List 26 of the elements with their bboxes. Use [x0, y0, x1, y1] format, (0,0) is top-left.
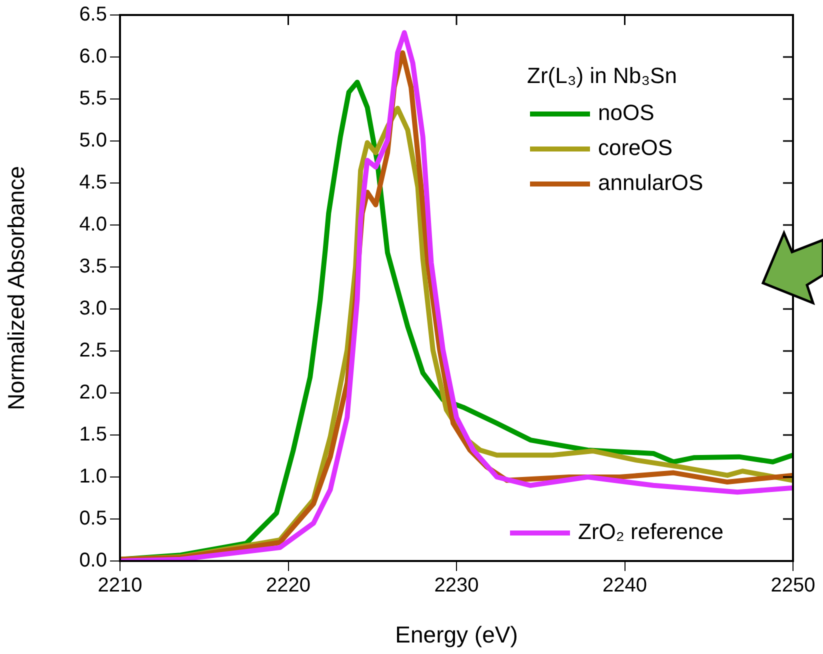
legend-label: coreOS: [598, 135, 673, 160]
legend-title: Zr(L₃) in Nb₃Sn: [527, 63, 677, 88]
y-tick-label: 1.5: [79, 424, 107, 446]
y-tick-label: 0.5: [79, 508, 107, 530]
x-tick-label: 2220: [266, 574, 310, 597]
y-tick-label: 1.0: [79, 466, 107, 488]
y-tick-label: 0.0: [79, 550, 107, 572]
legend-label: annularOS: [598, 170, 704, 196]
x-tick-label: 2240: [602, 574, 647, 597]
x-tick-label: 2210: [98, 574, 142, 597]
y-axis-title: Normalized Absorbance: [3, 166, 30, 410]
x-tick-label: 2230: [434, 574, 479, 597]
y-tick-label: 3.0: [79, 298, 107, 320]
y-tick-label: 3.5: [79, 256, 107, 278]
y-tick-label: 5.5: [79, 88, 107, 110]
y-tick-label: 4.0: [79, 214, 107, 236]
x-axis-title: Energy (eV): [395, 622, 518, 648]
y-tick-label: 5.0: [79, 130, 107, 152]
legend-label: ZrO₂ reference: [578, 519, 724, 544]
y-tick-label: 6.0: [79, 46, 107, 68]
y-tick-label: 2.0: [79, 382, 107, 404]
x-tick-label: 2250: [770, 574, 816, 597]
y-tick-label: 4.5: [79, 172, 107, 194]
y-tick-label: 2.5: [79, 340, 107, 362]
y-tick-label: 6.5: [79, 4, 107, 26]
legend-label: noOS: [598, 100, 654, 126]
